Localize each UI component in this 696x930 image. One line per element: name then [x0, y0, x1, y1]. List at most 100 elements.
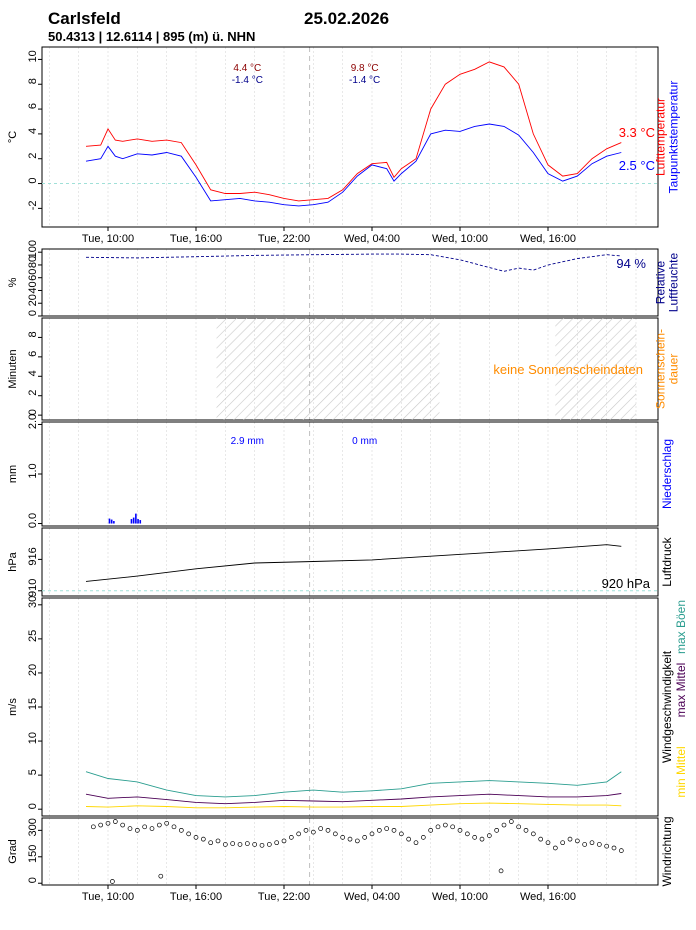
y-axis-label: m/s [7, 698, 19, 716]
day-precip-total: 2.9 mm [231, 436, 264, 447]
y-tick-label: 25 [27, 630, 39, 642]
wind-direction-point [398, 831, 404, 837]
wind-direction-point [171, 824, 177, 830]
last-dew-point: 2.5 °C [619, 158, 655, 173]
wind-direction-point [347, 836, 353, 842]
wind-direction-point [486, 833, 492, 838]
wind-direction-point [604, 843, 610, 849]
right-label: max Mittel [674, 663, 688, 718]
pressure-panel: 910 916 hPa 920 hPa Luftdruck [7, 527, 674, 597]
y-tick-label: 10 [27, 732, 39, 744]
wind-direction-point [252, 842, 258, 847]
panel-frame [41, 421, 659, 527]
y-tick-label: 40 [27, 281, 39, 293]
y-tick-label: 60 [27, 269, 39, 281]
time-axis-top: Tue, 10:00 Tue, 16:00 Tue, 22:00 Wed, 04:00… [82, 226, 576, 245]
wind-min-mean-line [85, 802, 622, 809]
x-tick-label: Wed, 16:00 [520, 891, 576, 903]
day-min-temp: -1.4 °C [349, 75, 380, 86]
wind-direction-point [90, 824, 96, 830]
wind-direction-point [186, 831, 192, 837]
wind-direction-point [472, 835, 478, 840]
right-label: Windrichtung [660, 816, 674, 886]
x-tick-label: Tue, 16:00 [170, 233, 222, 245]
wind-direction-point [589, 840, 595, 846]
precip-bar [130, 519, 133, 524]
y-tick-label: 80 [27, 256, 39, 268]
wind-direction-point [420, 835, 426, 840]
wind-direction-point [266, 842, 272, 847]
wind-direction-point [127, 826, 133, 831]
wind-direction-point [142, 824, 148, 830]
wind-direction-point [156, 822, 162, 828]
wind-direction-point [501, 822, 507, 828]
precip-bar [113, 521, 115, 524]
x-tick-label: Tue, 22:00 [258, 891, 310, 903]
wind-direction-point [516, 824, 522, 830]
wind-direction-point [303, 827, 309, 833]
wind-direction-point [508, 819, 514, 824]
y-tick-label: -2 [27, 200, 39, 210]
panel-frame [41, 817, 659, 886]
y-tick-label: 0 [27, 877, 39, 883]
x-tick-label: Wed, 10:00 [432, 891, 488, 903]
y-tick-label: 5 [27, 769, 39, 775]
right-label: Windgeschwindigkeit [660, 650, 674, 763]
y-tick-label: 100 [27, 240, 39, 258]
right-label: Taupunktstemperatur [667, 81, 681, 194]
right-label: min Mittel [674, 746, 688, 797]
wind-direction-point [288, 835, 294, 840]
x-tick-label: Wed, 04:00 [344, 891, 400, 903]
wind-direction-point [457, 827, 463, 833]
panel-frame [41, 527, 659, 597]
wind-direction-point [105, 820, 111, 826]
y-tick-label: 0 [27, 409, 39, 415]
y-tick-label: 300 [27, 818, 39, 836]
wind-direction-point [230, 841, 236, 846]
wind-direction-point [596, 842, 602, 847]
wind-direction-point [149, 826, 155, 831]
y-axis-label: °C [7, 131, 19, 143]
wind-direction-point [281, 838, 287, 844]
wind-direction-point [362, 835, 368, 840]
wind-direction-point [244, 841, 250, 846]
reference-pressure: 920 hPa [602, 576, 651, 591]
wind-direction-point [340, 835, 346, 840]
wind-direction-point [310, 829, 316, 835]
wind-direction-point [112, 819, 118, 824]
wind-direction-point [318, 826, 324, 831]
y-tick-label: 916 [27, 547, 39, 565]
wind-direction-point [274, 840, 280, 846]
wind-direction-point [611, 845, 617, 851]
last-air-temp: 3.3 °C [619, 125, 655, 140]
y-tick-label: 0 [27, 177, 39, 183]
y-tick-label: 10 [27, 50, 39, 62]
wind-direction-point [158, 873, 164, 879]
day-max-temp: 4.4 °C [233, 63, 261, 74]
wind-direction-point [208, 840, 214, 846]
x-tick-label: Tue, 10:00 [82, 891, 134, 903]
day-min-temp: -1.4 °C [232, 75, 263, 86]
wind-direction-point [428, 827, 434, 833]
wind-gust-line [85, 771, 622, 798]
y-tick-label: 8 [27, 331, 39, 337]
y-tick-label: 6 [27, 103, 39, 109]
y-axis-label: % [7, 277, 19, 287]
precipitation-panel: 0.0 1.0 2.0 mm 2.9 mm 0 mm Niederschlag [7, 414, 674, 528]
precip-bar [108, 518, 111, 524]
y-tick-label: 0 [27, 803, 39, 809]
wind-direction-point [479, 836, 485, 842]
wind-direction-point [384, 826, 390, 831]
day-max-temp: 9.8 °C [351, 63, 379, 74]
wind-direction-point [538, 836, 544, 842]
wind-direction-point [369, 831, 375, 837]
x-tick-label: Tue, 16:00 [170, 891, 222, 903]
y-axis-label: Grad [7, 839, 19, 863]
wind-direction-point [193, 835, 199, 840]
air-temperature-line [85, 61, 622, 202]
y-tick-label: 20 [27, 664, 39, 676]
precip-bar [132, 517, 135, 524]
wind-max-mean-line [85, 793, 622, 805]
